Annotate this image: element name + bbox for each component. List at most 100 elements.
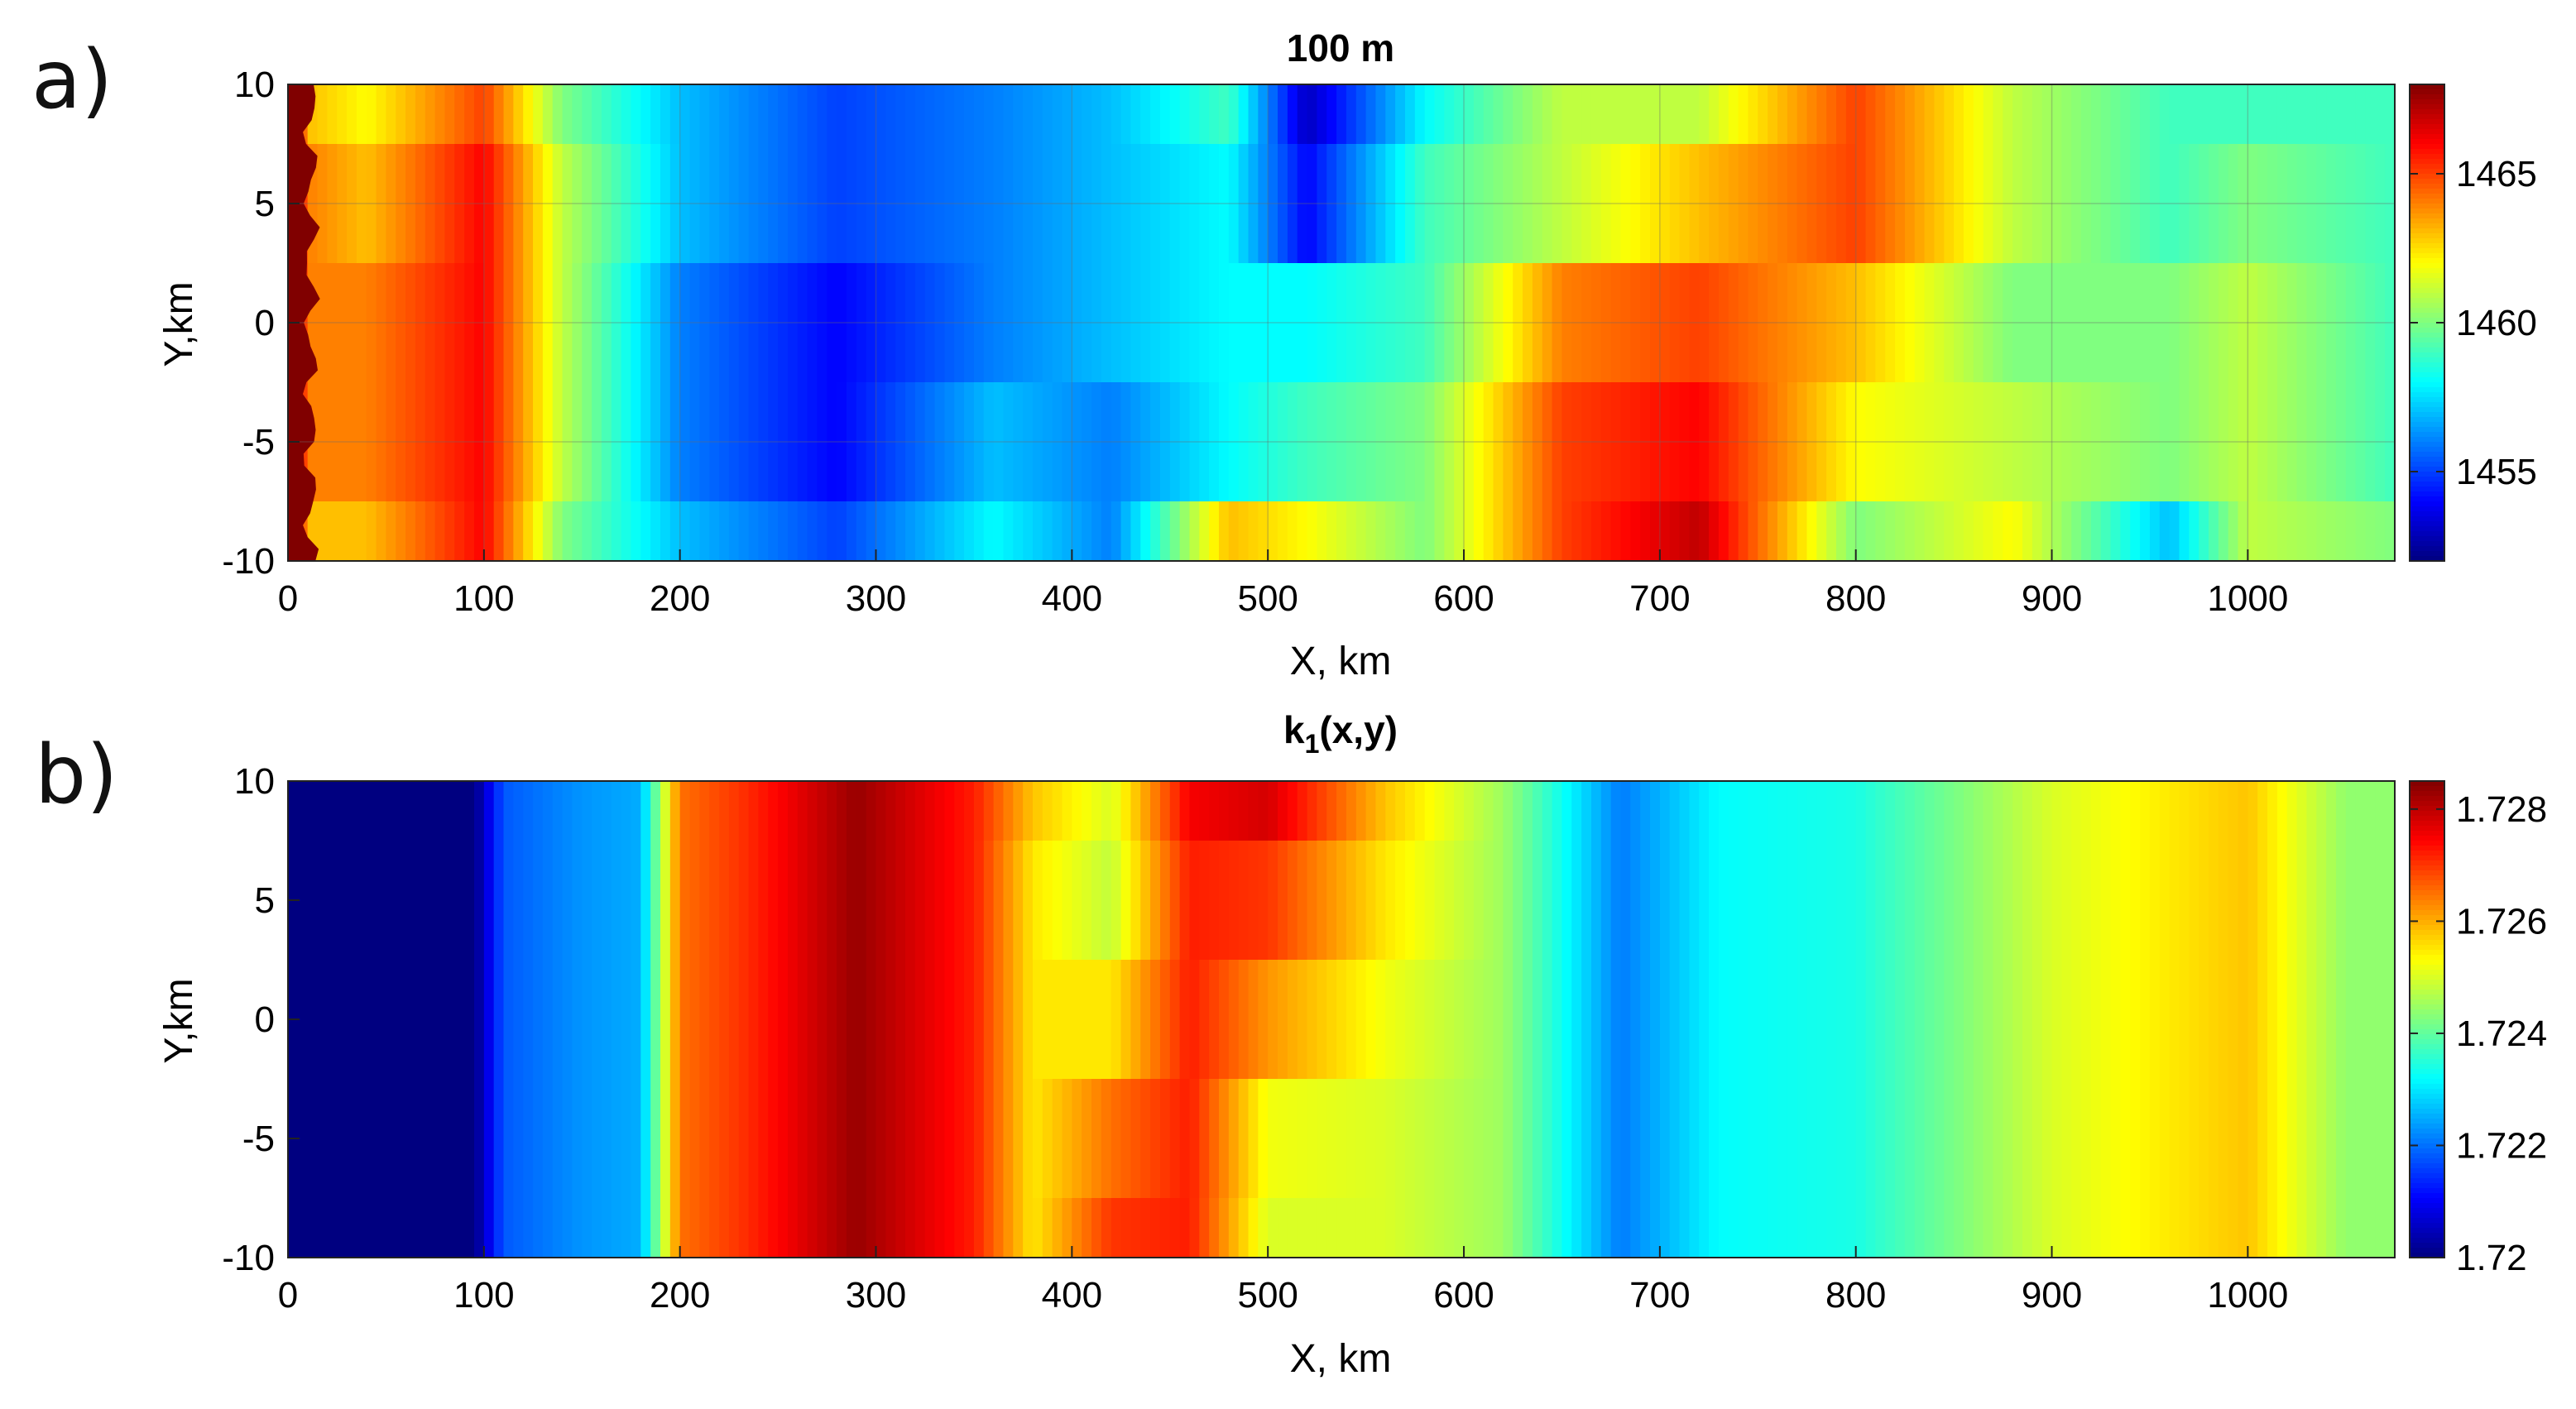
heatmap-cell (1738, 841, 1749, 961)
heatmap-cell (758, 263, 770, 383)
heatmap-cell (1610, 1079, 1622, 1199)
heatmap-cell (660, 960, 671, 1080)
heatmap-cell (1758, 1198, 1768, 1258)
heatmap-cell (2385, 263, 2396, 383)
colorbar-step (2410, 412, 2444, 418)
heatmap-cell (1493, 144, 1504, 264)
x-tick-label: 400 (1042, 578, 1102, 619)
heatmap-cell (1395, 144, 1406, 264)
heatmap-cell (542, 781, 554, 841)
heatmap-cell (1542, 1079, 1553, 1199)
heatmap-cell (1326, 263, 1337, 383)
heatmap-cell (787, 382, 799, 502)
heatmap-cell (837, 781, 847, 841)
heatmap-cell (1768, 501, 1778, 562)
heatmap-cell (1082, 1198, 1092, 1258)
heatmap-cell (415, 841, 426, 961)
heatmap-cell (2130, 841, 2141, 961)
heatmap-cell (1718, 1198, 1729, 1258)
heatmap-cell (2286, 841, 2298, 961)
colorbar-step (2410, 1009, 2444, 1015)
heatmap-cell (748, 144, 760, 264)
heatmap-cell (307, 1198, 319, 1258)
heatmap-cell (709, 144, 720, 264)
heatmap-cell (679, 263, 691, 383)
heatmap-cell (1532, 841, 1543, 961)
heatmap-cell (376, 144, 387, 264)
heatmap-cell (1709, 84, 1720, 145)
heatmap-cell (1758, 960, 1768, 1080)
colorbar-step (2410, 258, 2444, 264)
heatmap-cell (1993, 781, 2004, 841)
heatmap-cell (1326, 84, 1337, 145)
heatmap-cell (1091, 263, 1102, 383)
heatmap-cell (592, 1079, 602, 1199)
heatmap-cell (669, 84, 681, 145)
heatmap-cell (1806, 841, 1818, 961)
heatmap-cell (503, 841, 515, 961)
x-tick-label: 0 (278, 578, 298, 619)
heatmap-cell (347, 84, 357, 145)
heatmap-cell (2149, 84, 2161, 145)
heatmap-cell (787, 501, 799, 562)
heatmap-cell (2090, 1198, 2102, 1258)
heatmap-cell (709, 84, 720, 145)
heatmap-cell (669, 1198, 681, 1258)
heatmap-cell (327, 841, 338, 961)
heatmap-cell (1552, 1079, 1563, 1199)
heatmap-cell (1590, 84, 1602, 145)
heatmap-cell (2228, 501, 2239, 562)
heatmap-cell (1709, 144, 1720, 264)
heatmap-cell (856, 841, 867, 961)
heatmap-cell (2120, 84, 2132, 145)
heatmap-cell (1630, 263, 1641, 383)
heatmap-cell (1532, 84, 1543, 145)
heatmap-cell (1082, 382, 1092, 502)
heatmap-cell (405, 1198, 416, 1258)
heatmap-cell (1493, 960, 1504, 1080)
heatmap-cell (1326, 144, 1337, 264)
heatmap-cell (1571, 960, 1582, 1080)
heatmap-cell (2179, 144, 2190, 264)
heatmap-cell (817, 960, 828, 1080)
heatmap-cell (464, 781, 475, 841)
heatmap-cell (1934, 960, 1945, 1080)
heatmap-cell (1355, 841, 1367, 961)
heatmap-cell (2335, 960, 2347, 1080)
heatmap-cell (738, 144, 750, 264)
heatmap-cell (768, 781, 779, 841)
heatmap-cell (1268, 781, 1278, 841)
heatmap-cell (2199, 144, 2209, 264)
heatmap-cell (2247, 1079, 2259, 1199)
heatmap-cell (611, 960, 622, 1080)
colorbar-step (2410, 467, 2444, 472)
heatmap-cell (817, 144, 828, 264)
heatmap-cell (1620, 501, 1632, 562)
heatmap-cell (1297, 84, 1308, 145)
heatmap-cell (964, 841, 975, 961)
heatmap-cell (1130, 1079, 1142, 1199)
heatmap-cell (2218, 960, 2229, 1080)
heatmap-cell (1758, 501, 1768, 562)
heatmap-cell (1101, 501, 1112, 562)
heatmap-cell (2159, 144, 2171, 264)
heatmap-cell (1659, 263, 1671, 383)
heatmap-cell (2218, 1079, 2229, 1199)
heatmap-cell (523, 781, 534, 841)
heatmap-cell (1218, 144, 1230, 264)
heatmap-cell (582, 781, 592, 841)
heatmap-cell (1003, 501, 1015, 562)
heatmap-cell (572, 960, 583, 1080)
heatmap-cell (973, 263, 985, 383)
heatmap-cell (1434, 841, 1446, 961)
heatmap-cell (2276, 263, 2288, 383)
colorbar-step (2410, 367, 2444, 373)
heatmap-cell (1444, 382, 1455, 502)
heatmap-cell (924, 781, 936, 841)
heatmap-cell (1454, 1079, 1465, 1199)
heatmap-cell (964, 84, 975, 145)
heatmap-cell (914, 960, 926, 1080)
heatmap-cell (1464, 841, 1475, 961)
heatmap-cell (1278, 84, 1288, 145)
heatmap-cell (2179, 1198, 2190, 1258)
